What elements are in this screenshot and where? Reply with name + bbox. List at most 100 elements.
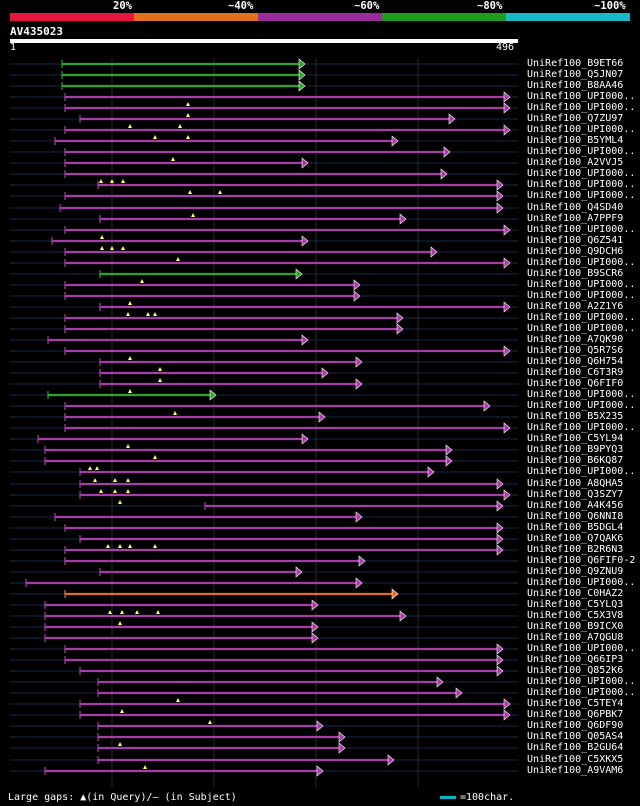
hit-label[interactable]: UniRef100_UPI000.. (527, 323, 636, 334)
hit-label[interactable]: UniRef100_Q852K6 (527, 665, 624, 676)
hit-row[interactable] (10, 511, 518, 523)
hit-label[interactable]: UniRef100_UPI000.. (527, 389, 636, 400)
hit-row[interactable] (10, 246, 518, 258)
hit-label[interactable]: UniRef100_Q9ZNU9 (527, 566, 624, 577)
hit-label[interactable]: UniRef100_B8AA46 (527, 80, 624, 91)
hit-row[interactable] (10, 754, 518, 766)
hit-row[interactable] (10, 124, 518, 136)
hit-row[interactable] (10, 268, 518, 280)
hit-row[interactable] (10, 356, 518, 368)
hit-row[interactable] (10, 466, 518, 478)
hit-label[interactable]: UniRef100_UPI000.. (527, 146, 636, 157)
hit-label[interactable]: UniRef100_B9ET66 (527, 58, 624, 69)
hit-row[interactable] (10, 135, 518, 147)
hit-label[interactable]: UniRef100_A9VAM6 (527, 765, 624, 776)
hit-row[interactable] (10, 113, 518, 125)
hit-label[interactable]: UniRef100_Q6DF90 (527, 720, 624, 731)
hit-row[interactable] (10, 522, 518, 534)
hit-row[interactable] (10, 411, 518, 423)
hit-label[interactable]: UniRef100_UPI000.. (527, 168, 636, 179)
hit-row[interactable] (10, 544, 518, 556)
hit-row[interactable] (10, 213, 518, 225)
hit-row[interactable] (10, 433, 518, 445)
hit-row[interactable] (10, 224, 518, 236)
hit-label[interactable]: UniRef100_Q9DCH6 (527, 246, 624, 257)
hit-row[interactable] (10, 720, 518, 732)
hit-row[interactable] (10, 323, 518, 335)
hit-label[interactable]: UniRef100_B5YML4 (527, 135, 624, 146)
hit-row[interactable] (10, 489, 518, 501)
hit-row[interactable] (10, 312, 518, 324)
hit-row[interactable] (10, 555, 518, 567)
hit-label[interactable]: UniRef100_UPI000.. (527, 224, 636, 235)
hit-label[interactable]: UniRef100_UPI000.. (527, 577, 636, 588)
hit-row[interactable] (10, 157, 518, 169)
hit-label[interactable]: UniRef100_Q5R7S6 (527, 345, 624, 356)
hit-label[interactable]: UniRef100_A4K456 (527, 500, 624, 511)
hit-label[interactable]: UniRef100_Q4SD40 (527, 202, 624, 213)
hit-label[interactable]: UniRef100_B2GU64 (527, 742, 624, 753)
hit-row[interactable] (10, 588, 518, 600)
hit-row[interactable] (10, 676, 518, 688)
hit-row[interactable] (10, 742, 518, 754)
hit-row[interactable] (10, 599, 518, 611)
hit-row[interactable] (10, 378, 518, 390)
hit-label[interactable]: UniRef100_C6T3R9 (527, 367, 624, 378)
hit-row[interactable] (10, 632, 518, 644)
hit-row[interactable] (10, 566, 518, 578)
hit-row[interactable] (10, 500, 518, 512)
hit-row[interactable] (10, 91, 518, 103)
hit-label[interactable]: UniRef100_UPI000.. (527, 190, 636, 201)
hit-label[interactable]: UniRef100_B6KQ87 (527, 455, 624, 466)
hit-row[interactable] (10, 698, 518, 710)
hit-row[interactable] (10, 444, 518, 456)
hit-label[interactable]: UniRef100_A2VVJ5 (527, 157, 624, 168)
hit-label[interactable]: UniRef100_C5YL94 (527, 433, 624, 444)
hit-row[interactable] (10, 334, 518, 346)
hit-label[interactable]: UniRef100_C5YLQ3 (527, 599, 624, 610)
hit-row[interactable] (10, 731, 518, 743)
hit-row[interactable] (10, 301, 518, 313)
hit-label[interactable]: UniRef100_UPI000.. (527, 687, 636, 698)
hit-row[interactable] (10, 202, 518, 214)
hit-row[interactable] (10, 290, 518, 302)
hit-row[interactable] (10, 687, 518, 699)
hit-row[interactable] (10, 179, 518, 191)
hit-row[interactable] (10, 654, 518, 666)
hit-row[interactable] (10, 58, 518, 70)
hit-label[interactable]: UniRef100_Q6FIF0-2 (527, 555, 636, 566)
hit-label[interactable]: UniRef100_A8QHA5 (527, 478, 624, 489)
hit-row[interactable] (10, 102, 518, 114)
hit-label[interactable]: UniRef100_UPI000.. (527, 643, 636, 654)
hit-row[interactable] (10, 643, 518, 655)
hit-label[interactable]: UniRef100_Q05AS4 (527, 731, 624, 742)
hit-label[interactable]: UniRef100_UPI000.. (527, 422, 636, 433)
hit-row[interactable] (10, 709, 518, 721)
hit-label[interactable]: UniRef100_Q6FIF0 (527, 378, 624, 389)
hit-label[interactable]: UniRef100_A7QGU8 (527, 632, 624, 643)
hit-label[interactable]: UniRef100_Q6Z541 (527, 235, 624, 246)
hit-label[interactable]: UniRef100_B9SCR6 (527, 268, 624, 279)
hit-label[interactable]: UniRef100_B2R6N3 (527, 544, 624, 555)
hit-row[interactable] (10, 190, 518, 202)
hit-label[interactable]: UniRef100_Q3SZY7 (527, 489, 624, 500)
hit-label[interactable]: UniRef100_Q6H754 (527, 356, 624, 367)
hit-row[interactable] (10, 80, 518, 92)
hit-label[interactable]: UniRef100_Q6NNI8 (527, 511, 624, 522)
hit-label[interactable]: UniRef100_UPI000.. (527, 124, 636, 135)
hit-label[interactable]: UniRef100_A2Z1Y6 (527, 301, 624, 312)
hit-label[interactable]: UniRef100_C0HAZ2 (527, 588, 624, 599)
hit-row[interactable] (10, 367, 518, 379)
hit-label[interactable]: UniRef100_UPI000.. (527, 676, 636, 687)
hit-row[interactable] (10, 610, 518, 622)
hit-row[interactable] (10, 455, 518, 467)
hit-row[interactable] (10, 235, 518, 247)
hit-row[interactable] (10, 168, 518, 180)
hit-label[interactable]: UniRef100_B9ICX0 (527, 621, 624, 632)
hit-row[interactable] (10, 400, 518, 412)
hit-label[interactable]: UniRef100_Q66IP3 (527, 654, 624, 665)
hit-label[interactable]: UniRef100_UPI000.. (527, 257, 636, 268)
hit-row[interactable] (10, 345, 518, 357)
hit-row[interactable] (10, 257, 518, 269)
hit-label[interactable]: UniRef100_Q5JN07 (527, 69, 624, 80)
